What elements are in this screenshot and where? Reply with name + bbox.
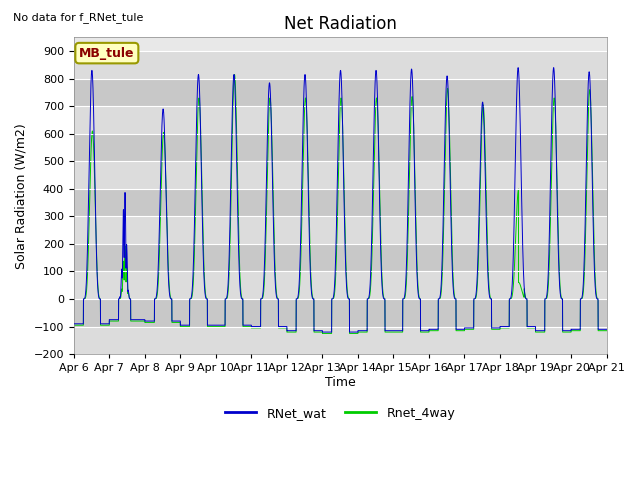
Y-axis label: Solar Radiation (W/m2): Solar Radiation (W/m2) — [15, 123, 28, 269]
Text: MB_tule: MB_tule — [79, 47, 134, 60]
Bar — [74, 244, 607, 272]
Bar — [74, 134, 607, 161]
Bar — [74, 161, 607, 189]
Title: Net Radiation: Net Radiation — [284, 15, 397, 33]
Text: No data for f_RNet_tule: No data for f_RNet_tule — [13, 12, 143, 23]
Bar — [74, 216, 607, 244]
Bar — [74, 189, 607, 216]
X-axis label: Time: Time — [324, 376, 356, 389]
Bar — [74, 79, 607, 106]
Legend: RNet_wat, Rnet_4way: RNet_wat, Rnet_4way — [220, 402, 460, 424]
Bar — [74, 326, 607, 354]
Bar — [74, 106, 607, 134]
Bar — [74, 51, 607, 79]
Bar — [74, 299, 607, 326]
Bar — [74, 272, 607, 299]
